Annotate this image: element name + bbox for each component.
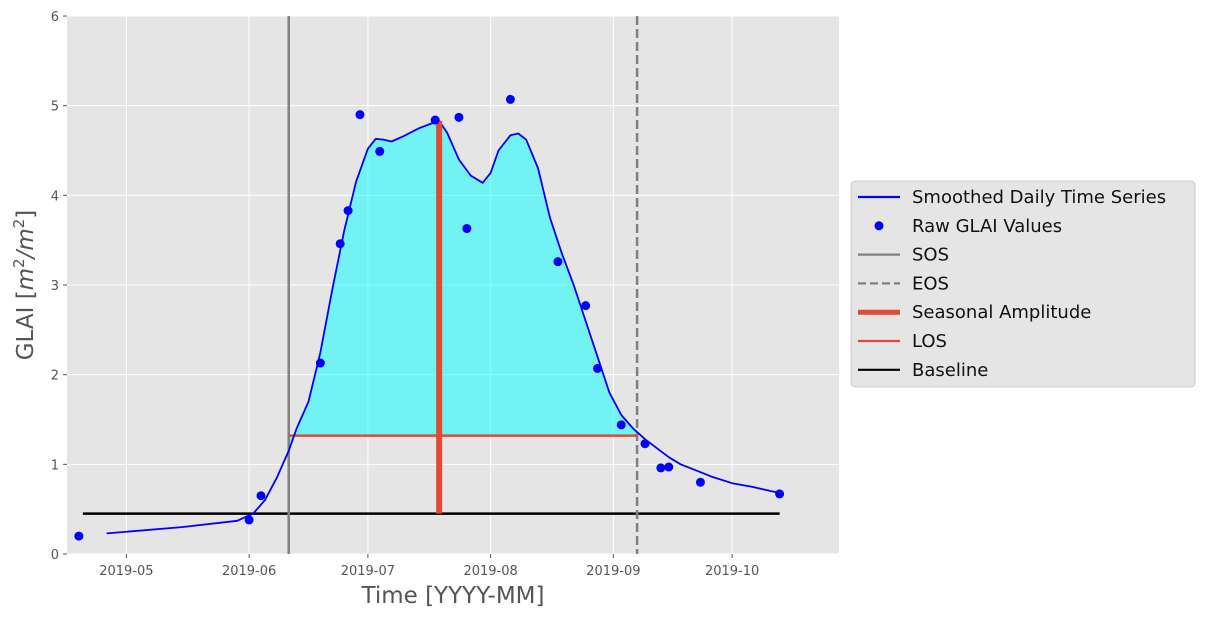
x-tick-label: 2019-06 xyxy=(222,564,276,579)
raw-glai-point xyxy=(616,420,626,430)
raw-glai-point xyxy=(74,531,84,541)
y-axis-title-prefix: GLAI [ xyxy=(13,290,39,360)
x-tick-label: 2019-10 xyxy=(705,564,759,579)
x-axis-title: Time [YYYY-MM] xyxy=(360,583,544,609)
y-tick-label: 6 xyxy=(51,10,59,25)
legend-label-sos: SOS xyxy=(912,245,949,266)
chart-marks xyxy=(74,16,785,554)
raw-glai-point xyxy=(343,206,353,216)
y-tick-label: 5 xyxy=(51,100,59,115)
legend-label-los: LOS xyxy=(912,331,947,352)
raw-glai-point xyxy=(656,463,666,473)
x-tick-label: 2019-07 xyxy=(341,564,395,579)
raw-glai-point xyxy=(335,239,345,249)
y-axis-title-m: m xyxy=(13,268,39,290)
raw-glai-point xyxy=(355,110,365,120)
raw-glai-point xyxy=(664,462,674,472)
x-axis-ticks: 2019-05 2019-06 2019-07 2019-08 2019-09 2019-… xyxy=(99,554,759,579)
y-axis-title-slash: / xyxy=(13,248,39,260)
x-tick-label: 2019-05 xyxy=(99,564,153,579)
y-axis-title: GLAI [m2/m2] xyxy=(10,210,39,361)
y-tick-label: 3 xyxy=(51,279,59,294)
raw-glai-point xyxy=(454,112,464,122)
legend-label-seasonal-amplitude: Seasonal Amplitude xyxy=(912,302,1091,323)
raw-glai-point xyxy=(315,358,325,368)
x-tick-label: 2019-09 xyxy=(586,564,640,579)
raw-glai-point xyxy=(244,515,254,525)
raw-glai-point xyxy=(581,301,591,311)
legend-label-baseline: Baseline xyxy=(912,360,988,381)
raw-glai-point xyxy=(593,363,603,373)
season-fill-area xyxy=(288,120,638,451)
raw-glai-point xyxy=(462,224,472,234)
x-tick-label: 2019-08 xyxy=(463,564,517,579)
raw-glai-point xyxy=(640,439,650,449)
legend-label-smoothed-daily-time-series: Smoothed Daily Time Series xyxy=(912,187,1166,208)
legend-swatch-raw-glai-values xyxy=(874,221,884,231)
raw-glai-point xyxy=(695,477,705,487)
raw-glai-point xyxy=(553,257,563,267)
y-tick-label: 1 xyxy=(51,458,59,473)
raw-glai-point xyxy=(505,94,515,104)
y-axis-title-exp2: 2 xyxy=(10,219,28,229)
y-axis-ticks: 0 1 2 3 4 5 6 xyxy=(51,10,67,563)
raw-glai-point xyxy=(375,146,385,156)
raw-glai-point xyxy=(775,489,785,499)
y-axis-title-suffix: ] xyxy=(13,210,39,219)
y-axis-title-exp1: 2 xyxy=(10,258,28,268)
legend-label-eos: EOS xyxy=(912,273,949,294)
y-axis-title-m2: m xyxy=(13,228,39,250)
legend: Smoothed Daily Time Series Raw GLAI Value… xyxy=(850,180,1196,388)
raw-glai-point xyxy=(256,491,266,501)
y-tick-label: 2 xyxy=(51,369,59,384)
y-tick-label: 4 xyxy=(51,189,59,204)
legend-box xyxy=(850,180,1196,388)
y-tick-label: 0 xyxy=(51,548,59,563)
smoothed-series-line xyxy=(106,120,784,535)
legend-label-raw-glai-values: Raw GLAI Values xyxy=(912,216,1062,237)
raw-glai-point xyxy=(430,115,440,125)
